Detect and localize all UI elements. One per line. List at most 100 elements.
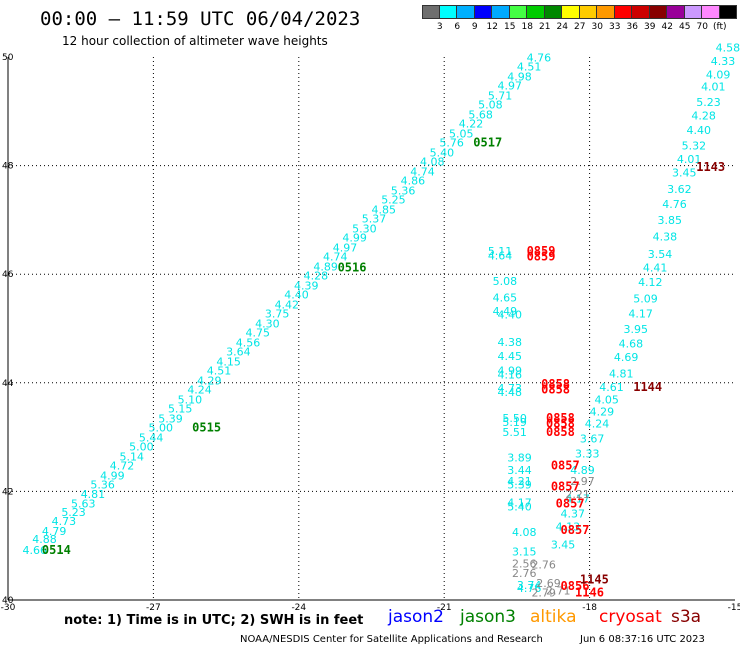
wave-height-value: 4.69 [614, 351, 639, 364]
longitude-tick-label: -27 [146, 603, 161, 613]
wave-height-value: 4.33 [711, 55, 736, 68]
wave-height-value: 4.97 [498, 80, 522, 93]
wave-height-value: 4.24 [187, 384, 212, 397]
wave-height-value: 4.09 [706, 69, 731, 82]
wave-height-value: 4.56 [236, 336, 261, 349]
latitude-tick-label: 44 [2, 379, 14, 389]
wave-height-value: 4.17 [628, 308, 653, 321]
longitude-tick-label: -24 [291, 603, 306, 613]
wave-height-value: 5.25 [381, 194, 406, 207]
wave-height-value: 4.51 [207, 365, 232, 378]
wave-height-value: 4.68 [619, 338, 644, 351]
color-scale-label: 27 [574, 22, 586, 32]
wave-height-value: 4.08 [420, 156, 445, 169]
wave-height-value: 4.72 [110, 460, 135, 473]
wave-height-value: 4.75 [245, 327, 270, 340]
pass-time-label: 0858 [546, 416, 575, 430]
pass-time-label: 0858 [546, 425, 575, 439]
wave-height-value: 4.42 [275, 298, 300, 311]
latitude-tick-label: 48 [2, 162, 14, 172]
pass-time-label: 0858 [541, 377, 570, 391]
pass-time-label: 0859 [527, 250, 556, 264]
wave-height-value: 5.63 [71, 498, 96, 511]
wave-height-value: 2.97 [570, 475, 595, 488]
wave-height-value: 3.45 [672, 166, 697, 179]
longitude-tick-label: -30 [1, 603, 16, 613]
color-scale-label: (ft) [712, 22, 727, 32]
wave-height-value: 4.37 [561, 507, 586, 520]
wave-height-value: 2.56 [512, 557, 537, 570]
wave-height-value: 5.08 [478, 99, 503, 112]
latitude-tick-label: 50 [2, 53, 14, 63]
wave-height-value: 4.65 [493, 291, 517, 304]
wave-height-value: 4.64 [488, 250, 513, 263]
pass-time-label: 0857 [556, 497, 585, 511]
color-scale-legend: 3 6 9 12 15 18 21 24 27 30 33 36 39 42 45 70 (ft) [422, 5, 737, 32]
wave-height-value: 5.23 [61, 506, 86, 519]
wave-height-value: 4.86 [401, 175, 426, 188]
color-swatch [579, 5, 597, 19]
wave-height-value: 4.66 [23, 544, 48, 557]
color-swatch [439, 5, 457, 19]
wave-height-value: 2.79 [531, 587, 556, 600]
color-swatch [509, 5, 527, 19]
satellite-legend-jason2: jason2 [388, 607, 444, 627]
latitude-tick-label: 40 [2, 596, 14, 606]
wave-height-value: 5.11 [488, 245, 513, 258]
wave-height-value: 3.45 [551, 538, 576, 551]
wave-height-value: 5.39 [507, 479, 532, 492]
wave-height-value: 4.48 [498, 386, 522, 399]
color-scale-label: 18 [521, 22, 533, 32]
wave-height-value: 4.39 [294, 279, 319, 292]
wave-height-value: 5.00 [149, 422, 174, 435]
wave-height-value: 5.19 [502, 416, 527, 429]
satellite-legend-s3a: s3a [671, 607, 702, 627]
wave-height-value: 3.64 [226, 346, 251, 359]
wave-height-value: 2.76 [512, 567, 537, 580]
wave-height-value: 4.98 [507, 70, 532, 83]
wave-height-value: 4.89 [313, 260, 338, 273]
wave-height-value: 3.44 [507, 464, 532, 477]
page-title: 00:00 — 11:59 UTC 06/04/2023 [40, 8, 361, 30]
wave-height-value: 4.76 [517, 582, 542, 595]
wave-height-value: 4.15 [216, 355, 241, 368]
wave-height-value: 5.10 [178, 393, 203, 406]
satellite-legend-altika: altika [530, 607, 577, 627]
wave-height-value: 4.76 [662, 198, 687, 211]
wave-height-value: 4.29 [197, 374, 222, 387]
wave-height-value: 4.73 [52, 515, 76, 528]
wave-height-value: 4.99 [100, 469, 125, 482]
wave-height-value: 4.13 [556, 520, 581, 533]
wave-height-value: 4.01 [701, 81, 726, 94]
color-scale-label: 45 [679, 22, 691, 32]
wave-height-value: 5.36 [391, 184, 416, 197]
pass-time-label: 0515 [192, 421, 221, 435]
color-scale-label: 30 [591, 22, 603, 32]
color-scale-label: 9 [471, 22, 478, 32]
color-swatch [719, 5, 737, 19]
wave-height-value: 4.81 [81, 488, 106, 501]
wave-height-value: 4.49 [493, 305, 517, 318]
wave-height-value: 2.76 [531, 559, 556, 572]
color-scale-labels: 3 6 9 12 15 18 21 24 27 30 33 36 39 42 45 70 (ft) [431, 19, 737, 32]
pass-time-label: 0859 [527, 244, 556, 258]
wave-height-value: 4.45 [498, 350, 522, 363]
pass-time-label: 1146 [575, 586, 604, 600]
wave-height-value: 4.85 [372, 203, 397, 216]
wave-height-value: 5.50 [502, 412, 527, 425]
pass-time-label: 0857 [551, 479, 580, 493]
color-swatch [614, 5, 632, 19]
color-scale-label: 70 [696, 22, 708, 32]
color-scale-swatches [422, 5, 737, 19]
color-swatch [527, 5, 545, 19]
color-swatch [544, 5, 562, 19]
wave-height-value: 4.40 [498, 309, 522, 322]
satellite-legend-jason3: jason3 [460, 607, 516, 627]
wave-height-value: 4.41 [643, 261, 668, 274]
longitude-tick-label: -15 [728, 603, 740, 613]
wave-height-value: 2.71 [546, 585, 571, 598]
wave-height-value: 5.40 [430, 146, 455, 159]
footer-timestamp: Jun 6 08:37:16 UTC 2023 [580, 634, 705, 645]
